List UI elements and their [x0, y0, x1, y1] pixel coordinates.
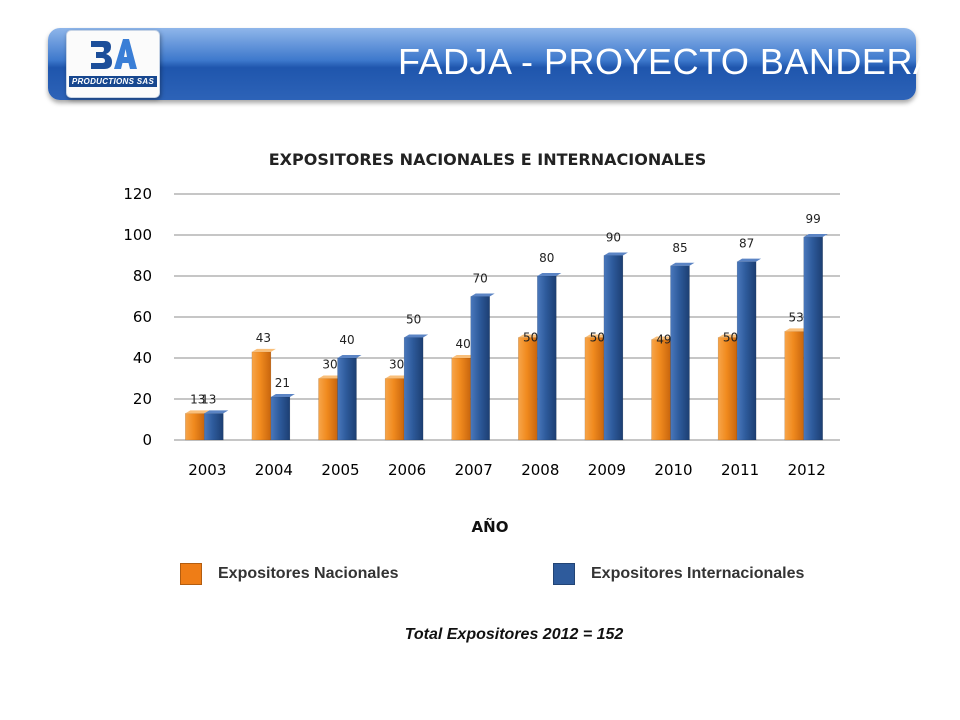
x-tick-label-2009: 2009 — [588, 461, 626, 479]
bar-internacionales-2006 — [403, 337, 424, 441]
bar-internacionales-2007 — [470, 296, 490, 441]
x-tick-label-2004: 2004 — [255, 461, 293, 479]
chart-bars — [185, 234, 828, 441]
data-label-internacionales-2007: 70 — [473, 272, 488, 286]
data-label-internacionales-2003: 13 — [201, 392, 216, 406]
x-tick-label-2005: 2005 — [321, 461, 359, 479]
bar-nacionales-2006 — [384, 378, 405, 441]
data-label-nacionales-2012: 53 — [789, 310, 804, 324]
y-axis-ticks: 0 20 40 60 80 100 120 — [123, 185, 152, 449]
bar-top-internacionales-2009 — [603, 252, 628, 256]
chart-title: EXPOSITORES NACIONALES E INTERNACIONALES — [268, 150, 707, 169]
y-tick-label-0: 0 — [142, 431, 152, 449]
bar-internacionales-2011 — [736, 261, 757, 441]
data-label-nacionales-2004: 43 — [256, 331, 271, 345]
data-label-internacionales-2008: 80 — [539, 251, 554, 265]
x-tick-label-2003: 2003 — [188, 461, 226, 479]
bar-top-internacionales-2006 — [404, 334, 429, 338]
data-label-internacionales-2011: 87 — [739, 237, 754, 251]
bar-top-nacionales-2008 — [518, 334, 543, 338]
bar-internacionales-2004 — [270, 396, 291, 441]
bar-internacionales-2005 — [337, 357, 357, 441]
bar-nacionales-2004 — [251, 351, 272, 441]
legend-item-nacionales: Expositores Nacionales — [180, 562, 399, 586]
bar-top-nacionales-2012 — [784, 328, 809, 332]
logo-3a-icon — [91, 39, 137, 69]
bar-top-nacionales-2011 — [718, 334, 743, 338]
bar-top-nacionales-2007 — [451, 355, 476, 358]
data-label-nacionales-2008: 50 — [523, 331, 538, 345]
bar-top-internacionales-2004 — [270, 393, 295, 397]
logo-subtitle: PRODUCTIONS SAS — [67, 76, 159, 87]
bar-nacionales-2007 — [451, 357, 471, 441]
y-tick-label-60: 60 — [133, 308, 152, 326]
bar-internacionales-2010 — [670, 265, 690, 441]
data-label-internacionales-2010: 85 — [672, 241, 687, 255]
x-tick-label-2007: 2007 — [455, 461, 493, 479]
data-label-nacionales-2005: 30 — [322, 358, 337, 372]
data-label-nacionales-2003: 13 — [190, 392, 205, 406]
data-label-internacionales-2012: 99 — [806, 212, 821, 226]
header-banner — [48, 28, 916, 100]
data-label-internacionales-2006: 50 — [406, 313, 421, 327]
x-tick-label-2010: 2010 — [654, 461, 692, 479]
bar-nacionales-2005 — [318, 378, 338, 441]
bar-nacionales-2008 — [518, 337, 538, 441]
bar-top-nacionales-2009 — [584, 334, 609, 338]
bar-top-nacionales-2010 — [651, 336, 676, 340]
data-label-nacionales-2011: 50 — [723, 331, 738, 345]
bar-nacionales-2010 — [651, 339, 671, 441]
company-logo: PRODUCTIONS SAS — [66, 30, 160, 98]
bar-top-internacionales-2011 — [737, 258, 762, 262]
bar-top-internacionales-2012 — [803, 234, 828, 238]
bar-internacionales-2009 — [603, 255, 624, 441]
bar-nacionales-2009 — [584, 337, 605, 441]
data-label-nacionales-2007: 40 — [456, 337, 471, 351]
x-tick-label-2008: 2008 — [521, 461, 559, 479]
bar-nacionales-2003 — [185, 413, 205, 441]
data-label-internacionales-2009: 90 — [606, 231, 621, 245]
legend-swatch-internacionales — [553, 563, 575, 585]
x-tick-label-2012: 2012 — [788, 461, 826, 479]
legend-item-internacionales: Expositores Internacionales — [553, 562, 804, 586]
x-tick-label-2006: 2006 — [388, 461, 426, 479]
y-tick-label-100: 100 — [123, 226, 152, 244]
bar-top-nacionales-2004 — [251, 348, 276, 352]
data-label-nacionales-2010: 49 — [656, 333, 671, 347]
bar-top-internacionales-2003 — [204, 410, 229, 414]
page-title: FADJA - PROYECTO BANDERA — [398, 41, 938, 82]
y-tick-label-80: 80 — [133, 267, 152, 285]
bar-internacionales-2008 — [537, 275, 557, 441]
legend-swatch-nacionales — [180, 563, 202, 585]
bar-internacionales-2003 — [204, 413, 224, 441]
legend-label-nacionales: Expositores Nacionales — [218, 565, 399, 582]
bar-top-nacionales-2005 — [318, 375, 343, 379]
bar-internacionales-2012 — [803, 236, 823, 441]
data-label-internacionales-2004: 21 — [275, 376, 290, 390]
y-tick-label-120: 120 — [123, 185, 152, 203]
bar-top-internacionales-2005 — [337, 355, 362, 358]
data-label-internacionales-2005: 40 — [339, 333, 354, 347]
bar-nacionales-2011 — [717, 337, 738, 441]
x-axis-ticks: 2003 2004 2005 2006 2007 2008 2009 2010 2011 2012 — [188, 461, 826, 479]
y-tick-label-40: 40 — [133, 349, 152, 367]
legend-label-internacionales: Expositores Internacionales — [591, 565, 805, 582]
y-tick-label-20: 20 — [133, 390, 152, 408]
bar-top-nacionales-2003 — [185, 410, 210, 414]
data-label-nacionales-2006: 30 — [389, 358, 404, 372]
bar-nacionales-2012 — [784, 331, 804, 441]
bar-top-internacionales-2008 — [537, 273, 562, 276]
x-tick-label-2011: 2011 — [721, 461, 759, 479]
bar-top-nacionales-2006 — [385, 375, 410, 379]
x-axis-title: AÑO — [471, 518, 509, 536]
total-expositores: Total Expositores 2012 = 152 — [404, 626, 624, 643]
bar-top-internacionales-2007 — [470, 293, 495, 297]
bar-top-internacionales-2010 — [670, 262, 695, 266]
data-label-nacionales-2009: 50 — [590, 331, 605, 345]
